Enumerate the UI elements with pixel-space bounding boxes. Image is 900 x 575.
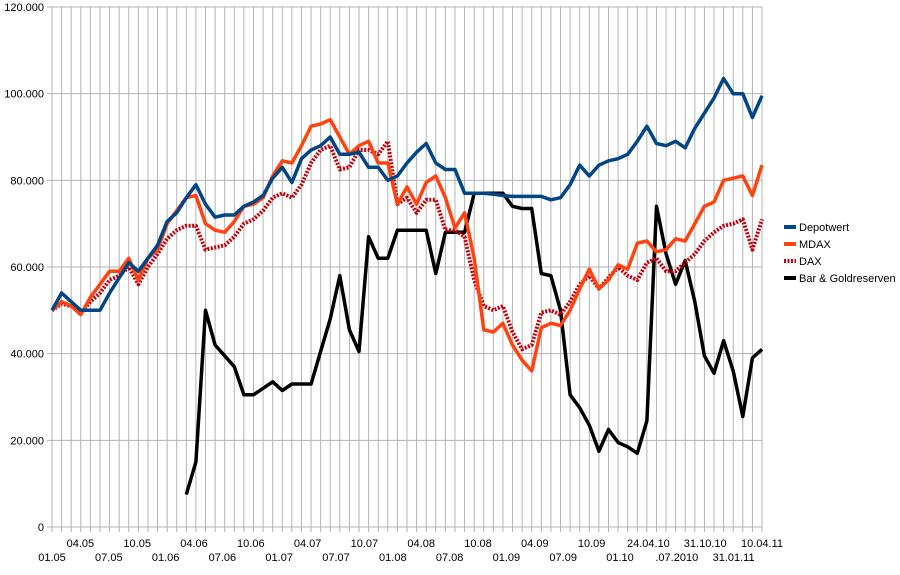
x-tick-label: 04.09 bbox=[521, 538, 549, 550]
x-tick-label: 07.05 bbox=[95, 552, 123, 564]
x-tick-label: 10.09 bbox=[578, 538, 606, 550]
x-tick-label: 04.08 bbox=[407, 538, 435, 550]
x-tick-label: 04.06 bbox=[180, 538, 208, 550]
x-tick-label: 07.06 bbox=[209, 552, 237, 564]
series-line-depotwert bbox=[50, 76, 764, 313]
x-tick-label: 07.08 bbox=[436, 552, 464, 564]
legend-label: MDAX bbox=[799, 239, 831, 251]
x-axis: 01.05 07.05 01.06 07.06 01.07 07.07 01.08 07.08… bbox=[38, 538, 783, 564]
y-tick-label: 100.000 bbox=[4, 89, 44, 101]
legend: Depotwert MDAX DAX Bar & Goldreserven bbox=[784, 222, 896, 285]
x-tick-label: 01.05 bbox=[38, 552, 66, 564]
y-tick-label: 0 bbox=[38, 522, 44, 534]
x-tick-label: 10.07 bbox=[351, 538, 379, 550]
y-tick-label: 20.000 bbox=[10, 435, 44, 447]
y-tick-label: 60.000 bbox=[10, 262, 44, 274]
y-tick-label: 40.000 bbox=[10, 349, 44, 361]
series-lines bbox=[50, 76, 764, 495]
x-tick-label: 31.10.10 bbox=[684, 538, 727, 550]
x-tick-label: 24.04.10 bbox=[627, 538, 670, 550]
x-tick-label: 07.09 bbox=[549, 552, 577, 564]
legend-label: DAX bbox=[799, 256, 822, 268]
grid-lines bbox=[47, 6, 763, 532]
x-tick-label: 10.04.11 bbox=[741, 538, 783, 550]
x-tick-label: .07.2010 bbox=[655, 552, 698, 564]
legend-label: Bar & Goldreserven bbox=[799, 273, 896, 285]
x-tick-label: 01.08 bbox=[379, 552, 407, 564]
x-tick-label: 01.07 bbox=[265, 552, 293, 564]
y-tick-label: 120.000 bbox=[4, 2, 44, 14]
x-tick-label: 04.07 bbox=[294, 538, 322, 550]
y-tick-label: 80.000 bbox=[10, 175, 44, 187]
x-tick-label: 10.06 bbox=[237, 538, 265, 550]
x-tick-label: 04.05 bbox=[67, 538, 95, 550]
x-tick-label: 31.01.11 bbox=[713, 552, 755, 564]
y-axis: 0 20.000 40.000 60.000 80.000 100.000 120.000 bbox=[4, 2, 44, 534]
x-tick-label: 01.09 bbox=[493, 552, 521, 564]
x-tick-label: 10.05 bbox=[123, 538, 151, 550]
x-tick-label: 07.07 bbox=[322, 552, 350, 564]
series-line-dax bbox=[50, 139, 764, 352]
x-tick-label: 10.08 bbox=[464, 538, 492, 550]
x-tick-label: 01.10 bbox=[606, 552, 634, 564]
legend-label: Depotwert bbox=[799, 222, 849, 234]
x-tick-label: 01.06 bbox=[152, 552, 180, 564]
